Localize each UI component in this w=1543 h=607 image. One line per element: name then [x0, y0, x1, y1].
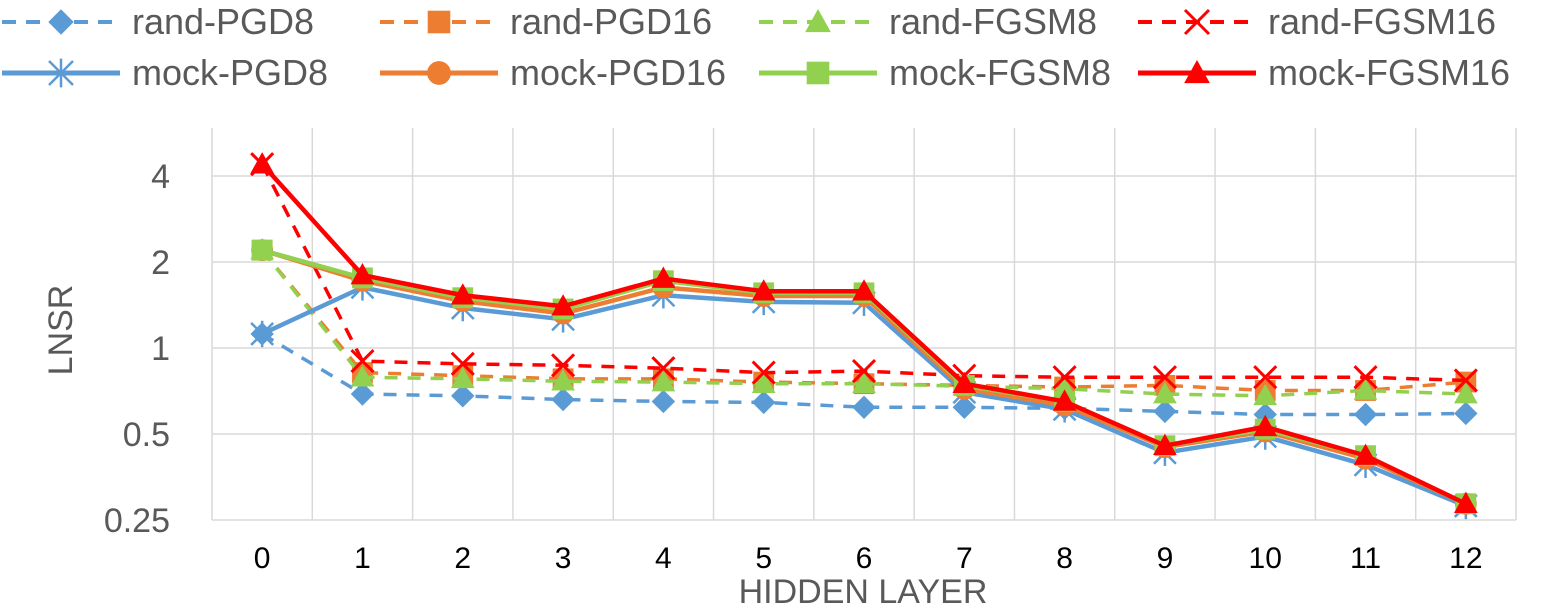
legend-item-mock-PGD8: mock-PGD8: [2, 52, 328, 93]
x-tick-label: 5: [755, 542, 772, 575]
legend-item-mock-PGD16: mock-PGD16: [380, 52, 726, 93]
data-point-diamond: [1355, 404, 1377, 426]
data-point-square: [428, 11, 450, 33]
x-tick-label: 2: [454, 542, 471, 575]
data-point-diamond: [753, 391, 775, 413]
legend-item-rand-PGD16: rand-PGD16: [380, 1, 712, 42]
legend-label: mock-FGSM16: [1268, 52, 1510, 93]
x-tick-label: 0: [254, 542, 271, 575]
legend-label: mock-PGD16: [510, 52, 726, 93]
x-tick-label: 9: [1157, 542, 1174, 575]
x-tick-label: 4: [655, 542, 672, 575]
legend-item-mock-FGSM16: mock-FGSM16: [1138, 52, 1510, 93]
legend-item-rand-FGSM8: rand-FGSM8: [759, 1, 1097, 42]
data-point-square: [252, 240, 272, 260]
data-point-square: [807, 62, 829, 84]
y-tick-label: 0.5: [123, 416, 170, 454]
data-point-diamond: [552, 389, 574, 411]
x-axis-ticks: 0 1 2 3 4 5 6 7 8 9 10 11 12: [254, 542, 1483, 575]
legend-label: rand-FGSM16: [1268, 1, 1496, 42]
legend: rand-PGD8 rand-PGD16 rand-FGSM8 rand-FGSM16…: [2, 1, 1510, 93]
data-point-circle: [428, 62, 451, 85]
legend-item-rand-PGD8: rand-PGD8: [2, 1, 314, 42]
data-point-diamond: [652, 390, 674, 412]
legend-label: mock-PGD8: [132, 52, 328, 93]
y-tick-label: 0.25: [104, 502, 170, 540]
x-tick-label: 10: [1249, 542, 1282, 575]
x-tick-label: 12: [1449, 542, 1482, 575]
series-lines: [251, 153, 1477, 519]
data-point-diamond: [1154, 400, 1176, 422]
y-axis-ticks: 0.25 0.5 1 2 4: [104, 158, 170, 540]
gridlines: [212, 128, 1516, 520]
legend-label: rand-PGD8: [132, 1, 314, 42]
legend-item-rand-FGSM16: rand-FGSM16: [1138, 1, 1496, 42]
x-tick-label: 3: [555, 542, 572, 575]
x-tick-label: 6: [856, 542, 873, 575]
x-tick-label: 7: [956, 542, 973, 575]
series-line: [262, 164, 1466, 504]
x-tick-label: 11: [1350, 542, 1381, 575]
y-tick-label: 4: [151, 158, 170, 196]
series-rand-FGSM8: [251, 239, 1477, 404]
data-point-diamond: [853, 396, 875, 418]
data-point-diamond: [1455, 402, 1477, 424]
data-point-diamond: [49, 10, 73, 34]
y-tick-label: 1: [151, 330, 170, 368]
series-mock-FGSM16: [251, 153, 1477, 512]
x-axis-label: HIDDEN LAYER: [739, 573, 988, 607]
y-tick-label: 2: [151, 244, 170, 282]
series-rand-FGSM16: [251, 153, 1477, 391]
legend-label: rand-FGSM8: [889, 1, 1097, 42]
x-tick-label: 1: [354, 542, 371, 575]
legend-label: rand-PGD16: [510, 1, 712, 42]
data-point-diamond: [452, 385, 474, 407]
legend-label: mock-FGSM8: [889, 52, 1111, 93]
y-axis-label: LNSR: [42, 285, 80, 376]
x-tick-label: 8: [1056, 542, 1073, 575]
legend-item-mock-FGSM8: mock-FGSM8: [759, 52, 1111, 93]
